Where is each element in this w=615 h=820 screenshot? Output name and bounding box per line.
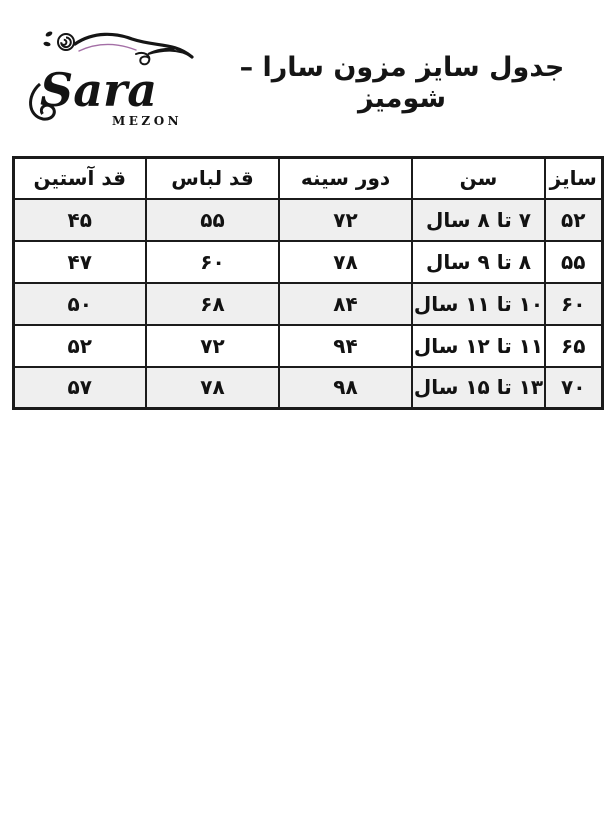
cell-chest: ۹۸ [278,365,413,410]
cell-size: ۷۰ [544,365,603,410]
brand-logo: Sara MEZON [16,24,201,132]
table-row: ۷۰ ۱۳ تا ۱۵ سال ۹۸ ۷۸ ۵۷ [12,365,603,410]
cell-chest: ۷۲ [278,197,413,242]
rose-icon [57,33,75,51]
cell-size: ۵۲ [544,197,603,242]
table-row: ۵۵ ۸ تا ۹ سال ۷۸ ۶۰ ۴۷ [12,239,603,284]
leaf-icon [43,31,53,47]
cell-age: ۱۰ تا ۱۱ سال [411,281,546,326]
table-row: ۵۲ ۷ تا ۸ سال ۷۲ ۵۵ ۴۵ [12,197,603,242]
cell-sleeve-length: ۵۰ [12,281,147,326]
cell-size: ۶۰ [544,281,603,326]
cell-size: ۶۵ [544,323,603,368]
cell-sleeve-length: ۵۷ [12,365,147,410]
table-row: ۶۰ ۱۰ تا ۱۱ سال ۸۴ ۶۸ ۵۰ [12,281,603,326]
column-header-chest: دور سینه [278,156,413,200]
header-row: سایز سن دور سینه قد لباس قد آستین [12,156,603,200]
header: Sara MEZON جدول سایز مزون سارا – شومیز [0,0,615,152]
flourish-swirl [73,32,194,66]
cell-age: ۸ تا ۹ سال [411,239,546,284]
cell-sleeve-length: ۴۷ [12,239,147,284]
table-row: ۶۵ ۱۱ تا ۱۲ سال ۹۴ ۷۲ ۵۲ [12,323,603,368]
cell-chest: ۸۴ [278,281,413,326]
cell-dress-length: ۶۰ [145,239,280,284]
column-header-sleeve-length: قد آستین [12,156,147,200]
flourish-curl [29,82,56,121]
table-header: سایز سن دور سینه قد لباس قد آستین [12,156,603,200]
cell-dress-length: ۷۲ [145,323,280,368]
cell-age: ۱۱ تا ۱۲ سال [411,323,546,368]
cell-chest: ۷۸ [278,239,413,284]
cell-sleeve-length: ۴۵ [12,197,147,242]
size-chart-page: Sara MEZON جدول سایز مزون سارا – شومیز س… [0,0,615,410]
cell-chest: ۹۴ [278,323,413,368]
cell-dress-length: ۶۸ [145,281,280,326]
logo-graphic: Sara MEZON [29,31,194,128]
page-title: جدول سایز مزون سارا – شومیز [239,52,565,114]
brand-subtitle: MEZON [112,114,182,128]
table-body: ۵۲ ۷ تا ۸ سال ۷۲ ۵۵ ۴۵ ۵۵ ۸ تا ۹ سال ۷۸ … [12,197,603,410]
cell-dress-length: ۵۵ [145,197,280,242]
cell-age: ۱۳ تا ۱۵ سال [411,365,546,410]
cell-size: ۵۵ [544,239,603,284]
cell-dress-length: ۷۸ [145,365,280,410]
cell-age: ۷ تا ۸ سال [411,197,546,242]
brand-name: Sara [40,63,157,117]
size-table: سایز سن دور سینه قد لباس قد آستین ۵۲ ۷ ت… [11,156,604,410]
cell-sleeve-length: ۵۲ [12,323,147,368]
column-header-size: سایز [544,156,603,200]
column-header-dress-length: قد لباس [145,156,280,200]
column-header-age: سن [411,156,546,200]
